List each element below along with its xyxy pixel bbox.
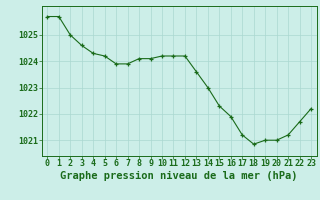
X-axis label: Graphe pression niveau de la mer (hPa): Graphe pression niveau de la mer (hPa) (60, 171, 298, 181)
